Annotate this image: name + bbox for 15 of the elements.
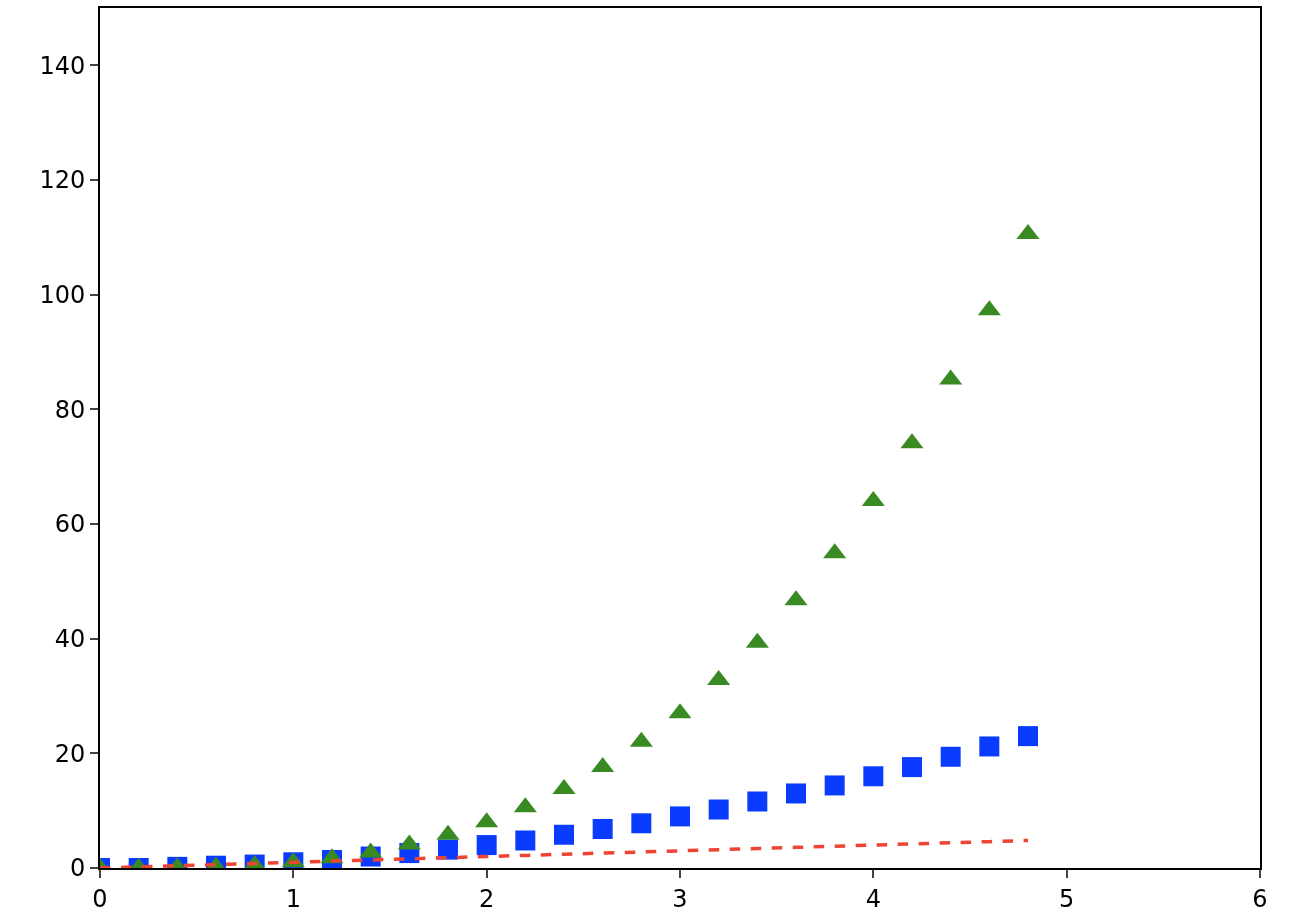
x-tick-label: 0 [92, 884, 108, 913]
y-tick-label: 40 [54, 625, 86, 654]
y-tick-label: 140 [39, 51, 86, 80]
x-tick-label: 5 [1059, 884, 1075, 913]
y-tick-label: 100 [39, 281, 86, 310]
y-tick-label: 20 [54, 739, 86, 768]
y-tick-label: 80 [54, 395, 86, 424]
x-tick-label: 4 [865, 884, 881, 913]
y-tick-label: 60 [54, 510, 86, 539]
x-tick-label: 2 [479, 884, 495, 913]
x-tick-label: 3 [672, 884, 688, 913]
y-tick-label: 0 [69, 854, 86, 883]
x-tick-label: 1 [285, 884, 301, 913]
y-tick-label: 120 [39, 166, 86, 195]
x-tick-label: 6 [1252, 884, 1268, 913]
